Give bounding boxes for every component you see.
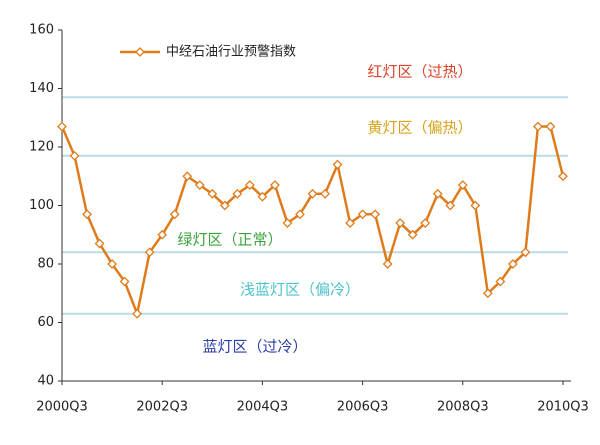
data-point xyxy=(57,121,67,132)
legend-marker xyxy=(135,47,145,57)
data-point xyxy=(157,229,168,240)
data-point xyxy=(307,188,318,199)
data-point xyxy=(107,259,118,269)
data-point xyxy=(395,218,406,228)
data-point xyxy=(82,209,92,220)
data-point xyxy=(345,218,355,228)
data-point xyxy=(169,209,180,220)
data-point xyxy=(182,171,193,182)
y-tick-label: 80 xyxy=(37,257,54,272)
zone-label: 蓝灯区（过冷） xyxy=(202,338,307,356)
data-point xyxy=(432,188,443,199)
data-point xyxy=(545,121,556,132)
data-point xyxy=(420,218,431,228)
data-point xyxy=(132,308,143,319)
data-point xyxy=(482,288,493,299)
data-point xyxy=(533,121,543,132)
y-tick-label: 100 xyxy=(29,198,54,213)
data-point xyxy=(207,188,218,199)
data-point xyxy=(370,209,381,220)
x-tick-label: 2008Q3 xyxy=(437,400,489,415)
data-point xyxy=(558,171,568,182)
x-tick-label: 2002Q3 xyxy=(136,400,188,415)
data-point xyxy=(194,180,205,190)
data-point xyxy=(520,247,531,258)
data-point xyxy=(470,200,481,211)
data-point xyxy=(457,180,468,190)
data-point xyxy=(232,188,243,199)
x-tick-label: 2010Q3 xyxy=(537,400,589,415)
x-tick-label: 2000Q3 xyxy=(36,400,88,415)
y-tick-label: 140 xyxy=(29,81,54,96)
data-point xyxy=(144,247,155,258)
data-point xyxy=(332,159,343,170)
data-point xyxy=(295,209,305,220)
data-point xyxy=(507,259,518,269)
data-point xyxy=(219,200,230,211)
data-point xyxy=(69,150,80,161)
data-point xyxy=(445,200,456,211)
data-point xyxy=(407,229,418,240)
y-tick-label: 60 xyxy=(37,315,54,330)
data-point xyxy=(119,276,130,287)
y-tick-label: 120 xyxy=(29,140,54,155)
data-point xyxy=(382,259,393,269)
legend-label: 中经石油行业预警指数 xyxy=(166,44,296,60)
y-tick-label: 160 xyxy=(29,23,54,38)
data-point xyxy=(282,218,293,228)
zone-label: 红灯区（过热） xyxy=(367,63,472,81)
data-point xyxy=(320,188,330,199)
zone-label: 绿灯区（正常） xyxy=(177,231,282,249)
zone-label: 浅蓝灯区（偏冷） xyxy=(240,281,360,299)
data-point xyxy=(270,180,280,190)
x-tick-label: 2004Q3 xyxy=(237,400,289,415)
y-tick-label: 40 xyxy=(37,374,54,389)
data-point xyxy=(94,238,105,249)
zone-label: 黄灯区（偏热） xyxy=(367,119,472,137)
data-point xyxy=(357,209,368,220)
data-point xyxy=(244,180,255,190)
data-point xyxy=(495,276,506,287)
data-point xyxy=(257,191,268,202)
x-tick-label: 2006Q3 xyxy=(337,400,389,415)
